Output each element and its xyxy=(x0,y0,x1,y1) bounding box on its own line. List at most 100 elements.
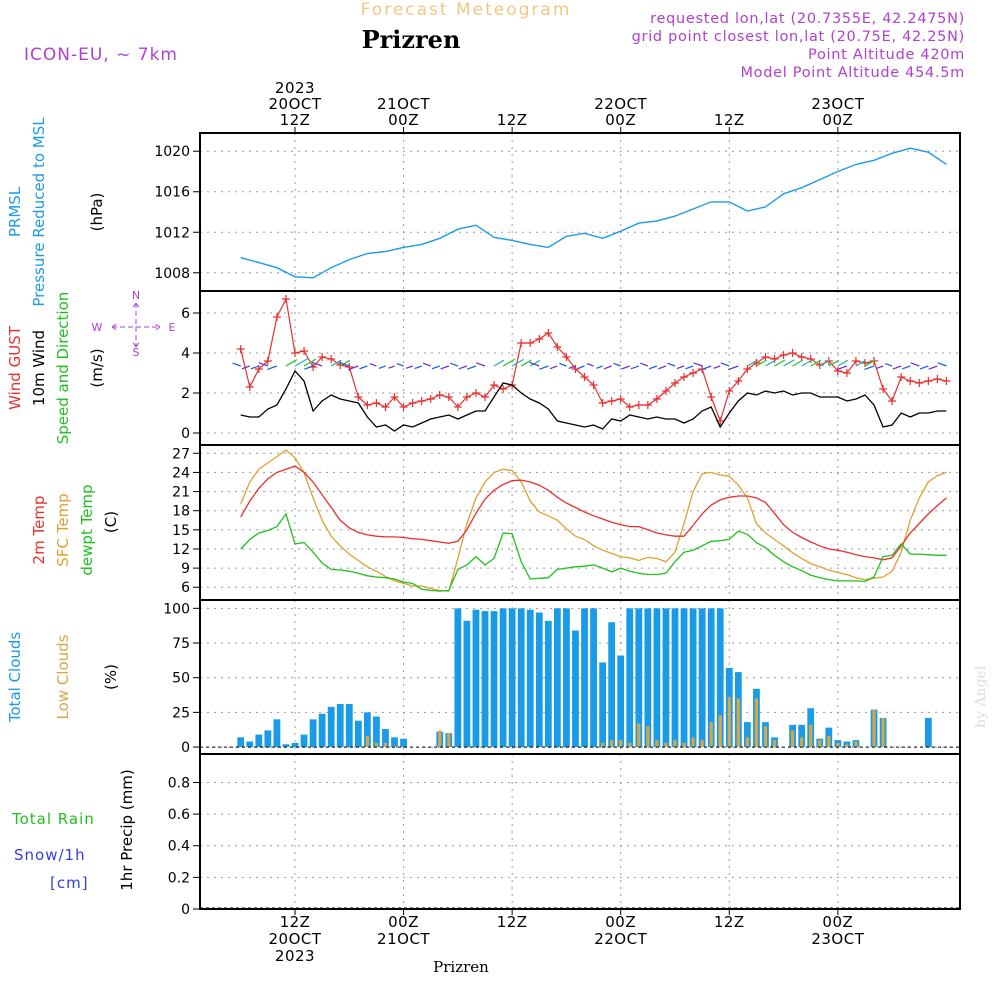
time-label-bottom: 21OCT xyxy=(377,930,430,948)
low-cloud-bar xyxy=(754,698,759,748)
wind-direction-arrow xyxy=(476,362,486,367)
wind-direction-arrow xyxy=(747,359,759,367)
wind-direction-arrow xyxy=(876,365,884,369)
temp-dewpoint-line xyxy=(240,512,947,592)
wind-direction-arrow xyxy=(458,365,468,370)
compass-n: N xyxy=(132,289,140,302)
low-cloud-bar xyxy=(727,697,731,748)
gust-marker xyxy=(797,353,806,361)
gust-marker xyxy=(372,399,381,407)
wind-direction-arrow xyxy=(529,361,540,367)
time-label-bottom: 22OCT xyxy=(594,930,647,948)
total-cloud-bar xyxy=(363,712,371,748)
total-cloud-bar xyxy=(481,611,489,748)
wind-direction-arrow xyxy=(303,358,317,367)
total-cloud-bar xyxy=(689,608,697,748)
ylabel-percent: (%) xyxy=(102,664,120,690)
gust-marker xyxy=(598,399,607,407)
station-title: Prizren xyxy=(362,25,461,54)
label-snow: Snow/1h xyxy=(14,846,86,864)
wind-direction-arrow xyxy=(294,357,309,367)
y-tick-label: 0 xyxy=(181,740,190,756)
gust-marker xyxy=(408,399,417,407)
wind-direction-arrow xyxy=(511,358,524,367)
panel-0: 1008 1012 1016 1020 xyxy=(154,132,961,292)
wind-direction-arrow xyxy=(285,359,298,367)
low-cloud-bar xyxy=(854,741,858,748)
low-cloud-bar xyxy=(700,740,704,748)
time-label-bottom: 2023 xyxy=(275,947,315,965)
gust-marker xyxy=(833,367,842,375)
gust-marker xyxy=(354,393,363,401)
time-label-top: 12Z xyxy=(497,111,528,129)
wind-direction-arrow xyxy=(388,365,395,369)
wind-direction-arrow xyxy=(928,365,938,370)
title-top: Forecast Meteogram xyxy=(361,0,572,20)
low-cloud-bar xyxy=(736,698,740,748)
wind-direction-arrow xyxy=(801,359,813,367)
total-cloud-bar xyxy=(517,608,525,748)
gust-marker xyxy=(281,295,290,303)
low-cloud-bar xyxy=(365,735,369,748)
total-cloud-bar xyxy=(599,662,607,748)
label-low-clouds: Low Clouds xyxy=(54,634,72,719)
y-tick-label: 2 xyxy=(181,386,190,402)
credit: by Angel xyxy=(973,665,989,728)
compass-w: W xyxy=(92,321,103,334)
low-cloud-bar xyxy=(655,740,659,748)
gust-marker xyxy=(462,393,471,401)
wind-direction-arrow xyxy=(258,362,269,367)
wind-direction-arrow xyxy=(405,365,413,369)
y-tick-label: 6 xyxy=(181,306,190,322)
gust-marker xyxy=(263,357,272,365)
wind-direction-arrow xyxy=(520,359,532,367)
wind-direction-arrow xyxy=(613,362,621,367)
y-tick-label: 0.4 xyxy=(168,839,190,855)
total-cloud-bar xyxy=(309,719,317,748)
low-cloud-bar xyxy=(383,742,388,748)
wind-direction-arrow xyxy=(919,365,929,370)
low-cloud-bar xyxy=(709,722,713,748)
gust-marker xyxy=(499,385,508,393)
precip-panel: Total Rain Snow/1h [cm] 1hr Precip (mm) xyxy=(11,769,960,909)
wind-direction-arrow xyxy=(250,365,260,370)
gust-marker xyxy=(318,353,327,361)
time-label-bottom: 20OCT xyxy=(268,930,321,948)
total-cloud-bar xyxy=(273,719,281,748)
total-cloud-bar xyxy=(382,729,389,748)
time-label-bottom: 12Z xyxy=(497,913,528,931)
ylabel-precip: 1hr Precip (mm) xyxy=(118,769,136,890)
total-cloud-bar xyxy=(798,724,806,748)
wind-direction-arrow xyxy=(568,365,576,370)
wind-direction-arrow xyxy=(502,358,516,367)
time-label-top: 00Z xyxy=(388,111,419,129)
wind-direction-arrow xyxy=(658,365,667,370)
wind-direction-arrow xyxy=(232,362,241,367)
total-cloud-bar xyxy=(553,608,561,748)
y-tick-label: 0.2 xyxy=(168,870,190,886)
gust-marker xyxy=(381,403,390,411)
low-cloud-bar xyxy=(745,737,749,748)
label-2m-temp: 2m Temp xyxy=(30,496,48,565)
low-cloud-bar xyxy=(682,742,686,748)
total-cloud-bar xyxy=(264,730,272,748)
gust-marker xyxy=(399,403,408,411)
low-cloud-bar xyxy=(818,740,822,748)
y-tick-label: 100 xyxy=(163,601,190,617)
time-axis: 202320OCT12Z12Z20OCT202321OCT00Z00Z21OCT… xyxy=(268,79,864,965)
ylabel-c: (C) xyxy=(102,511,120,533)
low-cloud-bar xyxy=(827,735,831,748)
y-tick-label: 27 xyxy=(172,446,190,462)
y-tick-label: 1016 xyxy=(154,185,190,201)
wind-direction-arrow xyxy=(450,362,459,367)
total-cloud-bar xyxy=(318,713,326,748)
temp-2m-line xyxy=(240,465,947,561)
y-tick-label: 4 xyxy=(181,346,190,362)
gust-marker xyxy=(743,365,752,373)
gust-marker xyxy=(607,397,616,405)
gust-marker xyxy=(906,377,915,385)
total-cloud-bar xyxy=(454,608,462,748)
low-cloud-bar xyxy=(447,733,451,748)
time-label-top: 2023 xyxy=(275,79,315,97)
wind-direction-arrow xyxy=(810,359,822,367)
